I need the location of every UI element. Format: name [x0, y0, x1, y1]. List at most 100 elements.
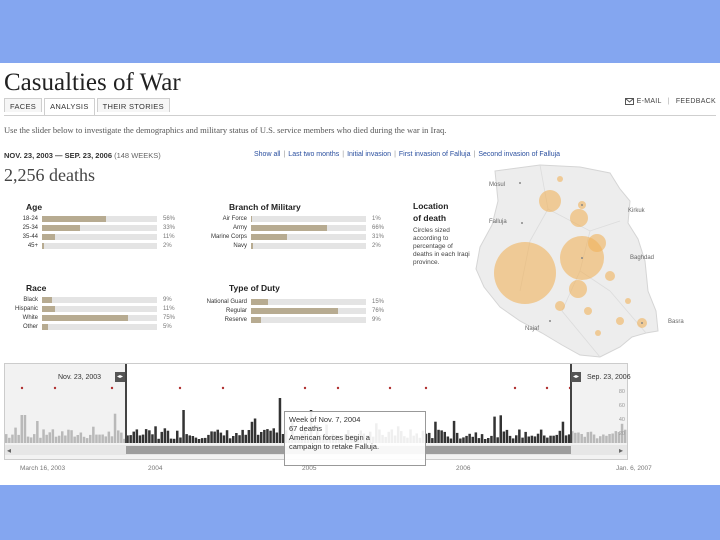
- week-bar: [546, 437, 549, 443]
- week-bar: [558, 430, 562, 443]
- week-bar: [14, 427, 17, 443]
- week-bar: [222, 435, 226, 443]
- link-first-falluja[interactable]: First invasion of Falluja: [398, 151, 471, 158]
- bar-row-age-18-24: 18-24 56%: [22, 215, 176, 222]
- event-marker: [388, 386, 392, 390]
- week-bar: [502, 431, 506, 443]
- week-bar: [555, 434, 558, 443]
- week-bar: [157, 438, 160, 443]
- week-bar: [194, 437, 198, 443]
- bubble-dahuk: [557, 176, 563, 182]
- week-bar: [605, 435, 608, 443]
- location-description: Circles sized according to percentage of…: [413, 227, 470, 266]
- y-axis-ticks: 80 60 40 20: [618, 389, 625, 437]
- bubble-muthanna: [595, 330, 601, 336]
- week-bar: [11, 434, 14, 443]
- location-heading: Location of death: [413, 201, 449, 223]
- week-bar: [452, 420, 456, 443]
- tab-their-stories[interactable]: THEIR STORIES: [96, 98, 170, 112]
- week-bar: [213, 431, 216, 443]
- week-bar: [48, 432, 51, 443]
- week-bar: [238, 435, 241, 443]
- feedback-link[interactable]: FEEDBACK: [675, 98, 716, 105]
- week-bar: [225, 430, 229, 443]
- left-handle-date: Nov. 23, 2003: [58, 374, 102, 381]
- right-range-handle[interactable]: ◂▸: [571, 372, 581, 382]
- week-bar: [89, 434, 92, 443]
- iraq-bubble-map: [475, 164, 659, 358]
- week-bar: [64, 435, 67, 443]
- week-bar: [536, 433, 540, 443]
- week-bar: [539, 429, 543, 443]
- bar-fill: [251, 215, 253, 222]
- week-bar: [8, 437, 11, 443]
- date-range: NOV. 23, 2003 — SEP. 23, 2006 (148 WEEKS…: [4, 151, 161, 160]
- tab-faces[interactable]: FACES: [4, 98, 43, 112]
- top-links: E-MAIL | FEEDBACK: [624, 98, 716, 105]
- bubble-babil: [569, 280, 587, 298]
- week-bar: [564, 435, 568, 443]
- scroll-left-arrow-icon: ◂: [7, 446, 11, 455]
- week-bar: [67, 429, 70, 443]
- week-bar: [440, 430, 443, 443]
- bubble-dhiqar: [616, 317, 624, 325]
- bar-fill: [251, 298, 269, 305]
- tooltip-deaths: 67 deaths: [289, 424, 322, 433]
- tooltip-event-line2: campaign to retake Falluja.: [289, 442, 380, 451]
- week-bar: [592, 434, 596, 443]
- week-bar: [54, 436, 58, 443]
- bar-row-branch-army: Army 66%: [233, 224, 385, 231]
- week-bar: [530, 435, 534, 443]
- week-bar: [552, 435, 555, 443]
- event-marker: [178, 386, 182, 390]
- week-bar: [477, 438, 481, 443]
- week-bar: [148, 430, 151, 443]
- link-show-all[interactable]: Show all: [254, 151, 281, 158]
- week-bar: [29, 437, 33, 443]
- bar-row-branch-air-force: Air Force 1%: [222, 215, 381, 222]
- axis-label-2005: 2005: [302, 465, 317, 472]
- week-bar: [446, 436, 450, 443]
- bubble-salahaddin: [570, 209, 588, 227]
- week-bar: [263, 429, 266, 443]
- week-bar: [107, 431, 111, 443]
- week-bar: [483, 439, 487, 443]
- week-bar: [508, 435, 512, 443]
- week-bar: [617, 432, 621, 443]
- link-last-two-months[interactable]: Last two months: [288, 151, 340, 158]
- week-count: (148 WEEKS): [114, 151, 161, 160]
- week-bar: [160, 431, 163, 443]
- link-initial-invasion[interactable]: Initial invasion: [347, 151, 392, 158]
- week-bar: [443, 431, 446, 443]
- week-bar: [269, 430, 272, 443]
- week-bar: [151, 434, 154, 443]
- event-marker: [221, 386, 225, 390]
- week-bar: [505, 429, 509, 443]
- link-second-falluja[interactable]: Second invasion of Falluja: [478, 151, 561, 158]
- week-bar: [244, 434, 247, 443]
- week-bar: [533, 436, 537, 443]
- email-link[interactable]: E-MAIL: [624, 98, 662, 105]
- week-bar: [250, 421, 254, 443]
- axis-label-start: March 16, 2003: [20, 465, 66, 472]
- bubble-qadisiyah: [584, 307, 592, 315]
- week-bar: [424, 433, 428, 443]
- week-bar: [595, 438, 599, 443]
- bar-fill: [42, 305, 55, 312]
- week-bar: [135, 429, 139, 443]
- week-bar: [39, 437, 42, 443]
- tab-analysis[interactable]: ANALYSIS: [44, 98, 95, 115]
- bar-fill: [251, 242, 254, 249]
- week-bar: [154, 426, 157, 443]
- week-bar: [216, 429, 219, 443]
- week-bar: [51, 429, 55, 443]
- left-range-handle[interactable]: ◂▸: [115, 372, 125, 382]
- week-bar: [85, 438, 89, 443]
- bar-row-age-25-34: 25-34 33%: [22, 224, 176, 231]
- week-bar: [73, 436, 76, 443]
- bubble-wasit: [605, 271, 615, 281]
- week-bar: [123, 438, 126, 443]
- week-bar: [611, 433, 614, 443]
- city-label-basra: Basra: [668, 319, 684, 325]
- bar-row-race-hispanic: Hispanic 11%: [14, 305, 175, 312]
